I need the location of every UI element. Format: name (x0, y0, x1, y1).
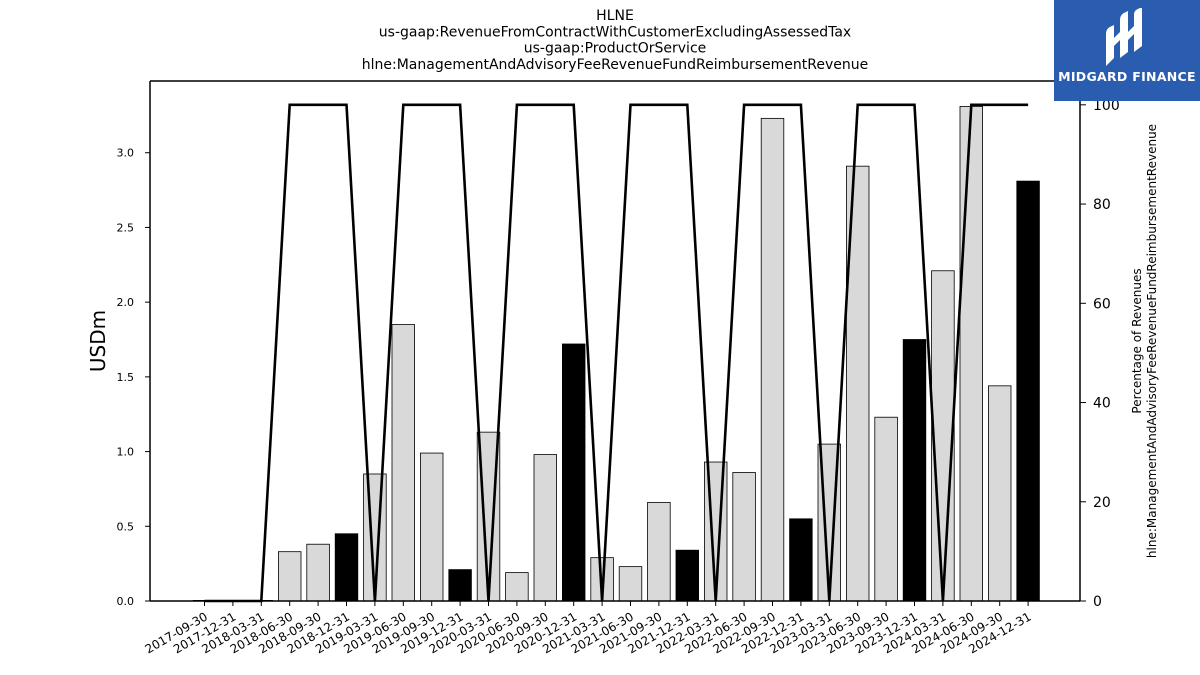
bar (277, 551, 302, 602)
percentage-line (204, 103, 1029, 603)
y-tick-label-left: 1.5 (117, 371, 135, 384)
chart-title-line: hlne:ManagementAndAdvisoryFeeRevenueFund… (362, 57, 868, 73)
bar (618, 566, 643, 602)
bar (334, 533, 359, 602)
brand-logo: MIDGARD FINANCE (1054, 0, 1200, 101)
y-tick-label-left: 0.5 (117, 520, 135, 533)
bar (391, 324, 416, 602)
y-tick-label-left: 2.0 (117, 296, 135, 309)
y-tick-label-left: 3.0 (117, 147, 135, 160)
bar (505, 572, 529, 602)
bar (647, 501, 671, 602)
bar (448, 569, 472, 602)
logo-mark-icon (1106, 8, 1142, 66)
bar (988, 385, 1012, 602)
chart-title: HLNEus-gaap:RevenueFromContractWithCusto… (362, 8, 868, 73)
percentage-line-group (204, 103, 1029, 603)
y-tick-label-left: 1.0 (117, 446, 135, 459)
chart-title-line: us-gaap:RevenueFromContractWithCustomerE… (379, 24, 851, 40)
y-tick-label-right: 20 (1093, 495, 1111, 511)
y-axis-label-left: USDm (86, 310, 110, 372)
bar (789, 518, 813, 602)
bar (902, 339, 927, 602)
right-y-axis-ticks: 0 20 40 60 80 100 (1080, 98, 1120, 610)
bar (760, 117, 785, 602)
y-tick-label-right: 0 (1093, 594, 1102, 610)
bar (959, 106, 984, 602)
y-tick-label-left: 2.5 (117, 221, 135, 234)
bar (419, 452, 444, 602)
bar (1016, 180, 1040, 602)
x-axis-ticks: 2017-09-302017-12-312018-03-312018-06-30… (143, 601, 1034, 656)
logo-text: MIDGARD FINANCE (1058, 69, 1196, 84)
chart-title-line: us-gaap:ProductOrService (524, 41, 707, 57)
bar (675, 549, 700, 602)
bar (931, 270, 955, 602)
chart-title-line: HLNE (596, 8, 634, 24)
y-tick-label-right: 100 (1093, 98, 1120, 114)
y-tick-label-right: 60 (1093, 296, 1111, 312)
y-tick-label-left: 0.0 (117, 595, 135, 608)
bar (874, 416, 898, 602)
y-tick-label-right: 80 (1093, 197, 1111, 213)
left-y-axis-ticks: 0.0 0.5 1.0 1.5 2.0 2.5 3.0 (117, 147, 150, 608)
bar (562, 343, 586, 602)
y-axis-label-right-line-1: Percentage of Revenues (1130, 268, 1144, 413)
axes (149, 80, 1081, 602)
y-axis-label-right-line-2: hlne:ManagementAndAdvisoryFeeRevenueFund… (1145, 124, 1159, 558)
bar (732, 472, 756, 602)
bar (306, 543, 330, 602)
y-tick-label-right: 40 (1093, 396, 1111, 412)
bar (533, 454, 558, 602)
